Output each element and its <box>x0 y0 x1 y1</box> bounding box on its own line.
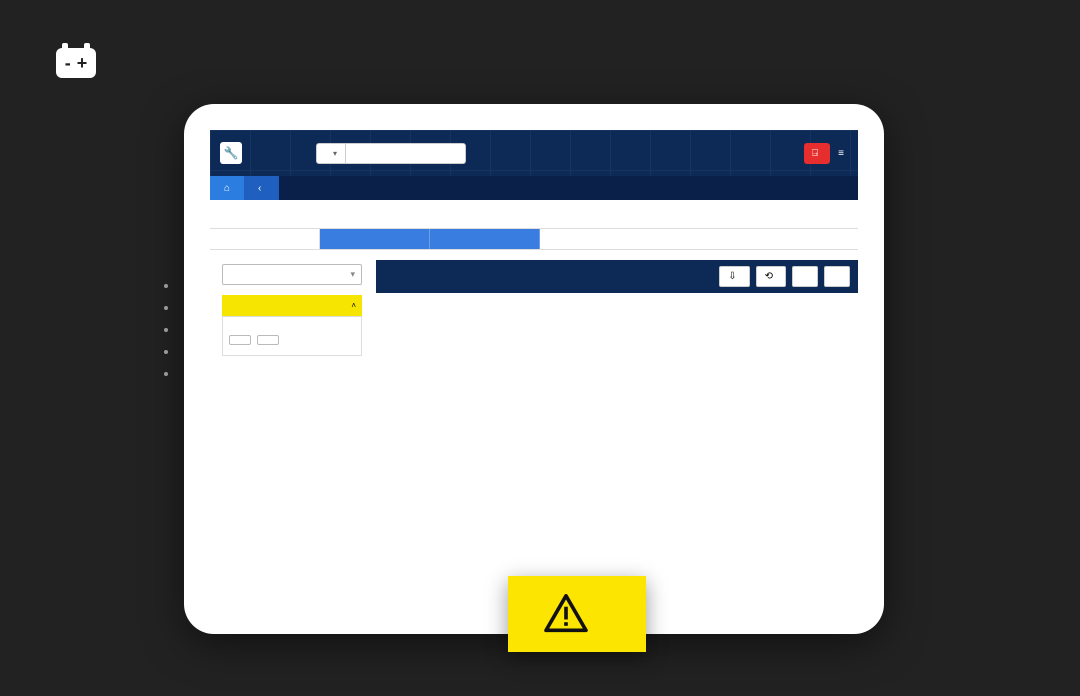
breadcrumb-bar: ⌂ ‹ <box>210 176 858 200</box>
chevron-down-icon: ▾ <box>350 269 355 280</box>
topbar-right: ⍈ ≡ <box>804 143 848 164</box>
logout-button[interactable]: ⍈ <box>804 143 830 164</box>
app-logo[interactable]: 🔧 <box>220 142 248 164</box>
tabs <box>210 228 858 250</box>
content: ▾ ˄ ⇩ <box>210 250 858 575</box>
person-icon: ⍈ <box>812 148 818 159</box>
search-input[interactable] <box>346 143 466 164</box>
diagram-panel: ⇩ ⟲ <box>376 260 858 575</box>
app-topbar: 🔧 ▾ ⍈ ≡ <box>210 130 858 176</box>
logo-badge-icon: 🔧 <box>220 142 242 164</box>
screen: 🔧 ▾ ⍈ ≡ <box>210 130 858 608</box>
zoom-in-button[interactable] <box>792 266 818 287</box>
download-pdf-button[interactable]: ⇩ <box>719 266 749 287</box>
diagnosis-step-header[interactable]: ˄ <box>222 295 362 316</box>
download-icon: ⇩ <box>728 271 736 282</box>
page-title <box>210 200 858 228</box>
bezel-dots <box>164 284 168 376</box>
diagnosis-body <box>222 316 362 356</box>
search-scope-dropdown[interactable]: ▾ <box>316 143 346 164</box>
topbar-pattern <box>210 130 858 176</box>
tablet-frame: 🔧 ▾ ⍈ ≡ <box>184 104 884 634</box>
breadcrumb-home[interactable]: ⌂ <box>210 176 244 200</box>
sample-banner <box>508 576 646 652</box>
plus-glyph: + <box>77 54 88 72</box>
chevron-up-icon: ˄ <box>351 301 356 310</box>
home-icon: ⌂ <box>224 183 230 194</box>
yes-button[interactable] <box>229 335 251 345</box>
tab-picture[interactable] <box>320 229 430 249</box>
no-button[interactable] <box>257 335 279 345</box>
chevron-down-icon: ▾ <box>333 149 337 158</box>
tab-locations[interactable] <box>430 229 540 249</box>
component-select[interactable]: ▾ <box>222 264 362 285</box>
section-header: - + <box>56 48 110 78</box>
menu-button[interactable]: ≡ <box>838 148 848 159</box>
tab-wiring-diagram[interactable] <box>210 229 320 249</box>
zoom-out-button[interactable] <box>824 266 850 287</box>
reset-zoom-button[interactable]: ⟲ <box>756 266 786 287</box>
chevron-left-icon: ‹ <box>258 183 261 194</box>
breadcrumb-back[interactable]: ‹ <box>244 176 279 200</box>
minus-glyph: - <box>65 54 71 72</box>
diagram-toolbar: ⇩ ⟲ <box>376 260 858 293</box>
search-wrap: ▾ <box>316 143 466 164</box>
side-panel: ▾ ˄ <box>222 260 362 575</box>
yes-no-row <box>229 335 355 345</box>
wiring-diagram[interactable] <box>376 293 858 553</box>
diagram-svg <box>377 294 857 552</box>
battery-icon: - + <box>56 48 96 78</box>
reset-icon: ⟲ <box>765 271 773 282</box>
hamburger-icon: ≡ <box>838 148 844 159</box>
warning-icon <box>544 594 588 634</box>
